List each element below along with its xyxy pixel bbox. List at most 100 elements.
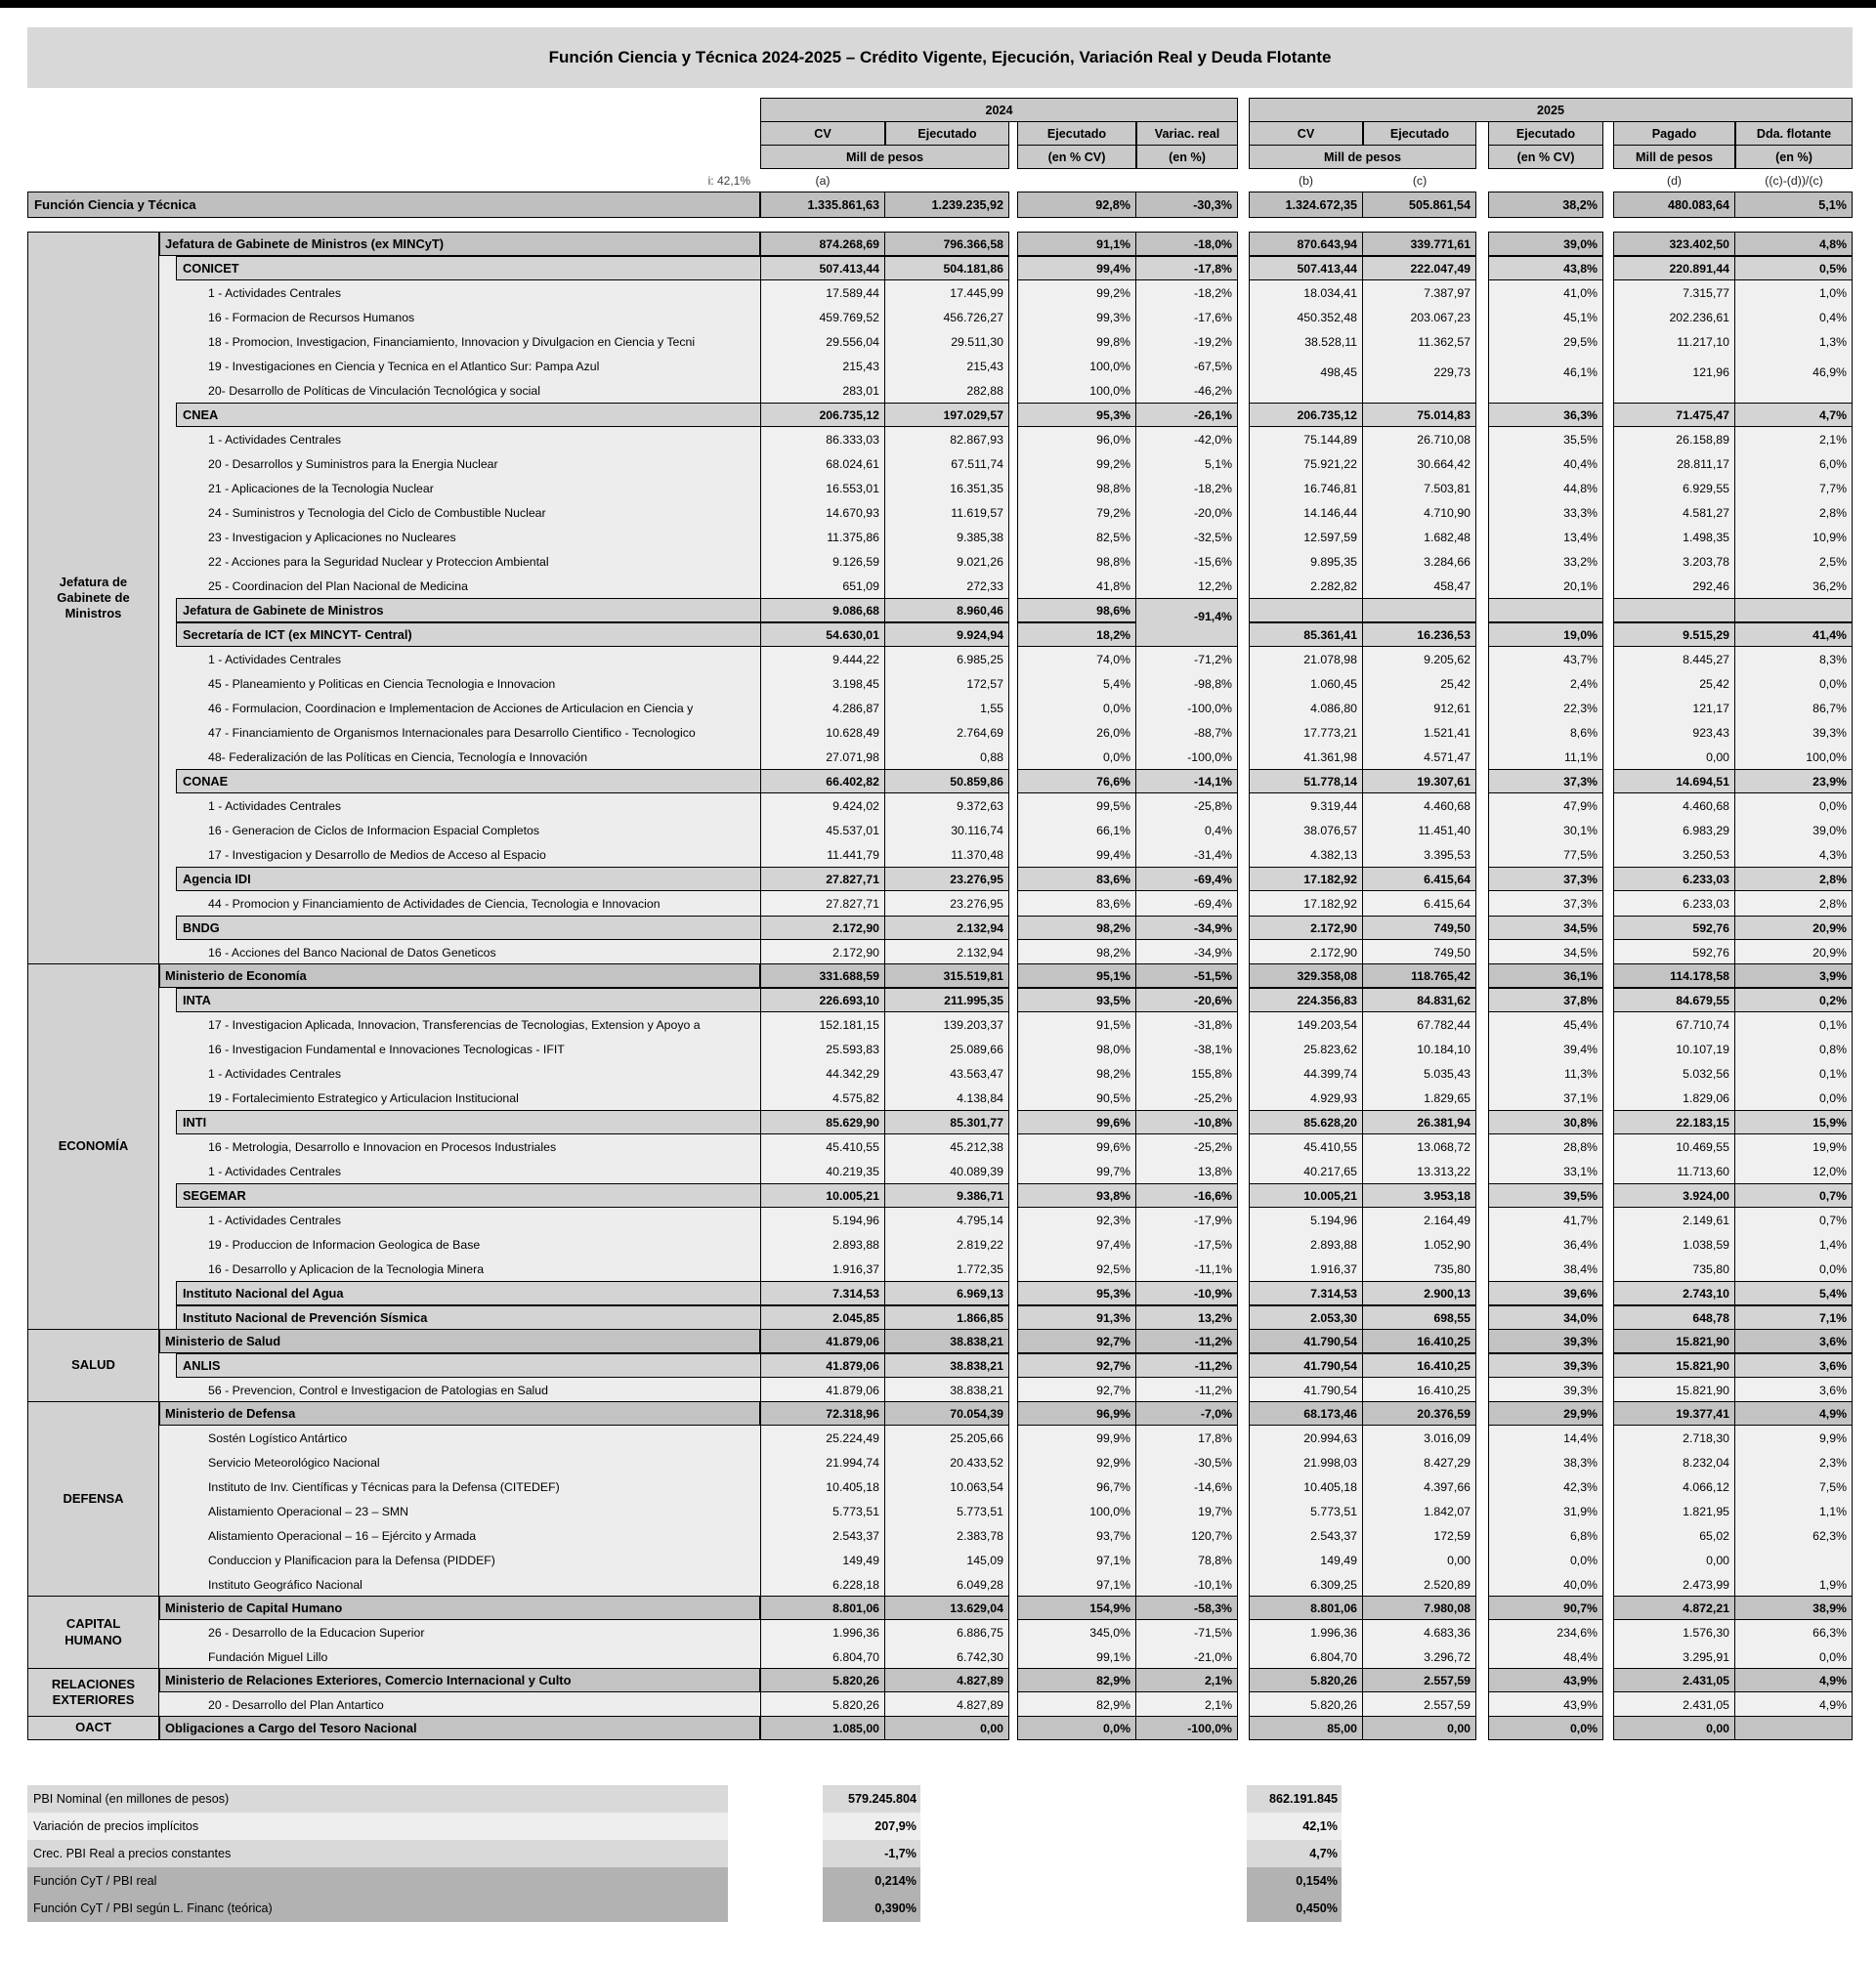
- value-cell: 29,9%: [1488, 1401, 1603, 1426]
- value-cell: 85,00: [1249, 1716, 1363, 1740]
- row-label: Agencia IDI: [159, 867, 760, 891]
- value-cell: 172,57: [885, 671, 1009, 696]
- value-cell: 11.619,57: [885, 500, 1009, 525]
- value-cell: 7,7%: [1735, 476, 1853, 500]
- value-cell: 2.900,13: [1363, 1281, 1476, 1305]
- value-cell: 120,7%: [1136, 1523, 1238, 1548]
- value-cell: [1136, 598, 1238, 622]
- ministry-group: CAPITAL HUMANO Ministerio de Capital Huma…: [27, 1596, 1853, 1669]
- value-cell: 37,1%: [1488, 1086, 1603, 1110]
- column-gap: [1603, 1716, 1613, 1740]
- value-cell: 19,9%: [1735, 1134, 1853, 1159]
- column-gap: [1009, 329, 1017, 354]
- column-gap: [1603, 720, 1613, 745]
- column-gap: [1238, 500, 1249, 525]
- table-row: 45 - Planeamiento y Politicas en Ciencia…: [159, 671, 1853, 696]
- value-cell: 11,3%: [1488, 1061, 1603, 1086]
- value-cell: 92,7%: [1017, 1353, 1136, 1378]
- merged-value: 229,73: [1433, 365, 1471, 379]
- value-cell: 38,9%: [1735, 1596, 1853, 1620]
- value-cell: -17,9%: [1136, 1208, 1238, 1232]
- column-gap: [1238, 1037, 1249, 1061]
- value-cell: 13,4%: [1488, 525, 1603, 549]
- column-gap: [1476, 500, 1488, 525]
- value-cell: -100,0%: [1136, 696, 1238, 720]
- value-cell: 4,9%: [1735, 1401, 1853, 1426]
- row-label: Ministerio de Economía: [159, 963, 760, 988]
- entity-label: CNEA: [176, 403, 760, 427]
- column-gap: [1603, 574, 1613, 598]
- value-cell: 99,4%: [1017, 842, 1136, 867]
- value-cell: 4.929,93: [1249, 1086, 1363, 1110]
- value-cell: 38,2%: [1488, 192, 1603, 218]
- column-gap: [1009, 1620, 1017, 1644]
- footer-row: Función CyT / PBI real 0,214% 0,154%: [27, 1867, 1853, 1895]
- column-gap: [1238, 1668, 1249, 1692]
- footer-row: Función CyT / PBI según L. Financ (teóri…: [27, 1895, 1853, 1922]
- footer-label: Crec. PBI Real a precios constantes: [27, 1840, 728, 1867]
- value-cell: 1.916,37: [760, 1257, 885, 1281]
- column-gap: [1603, 525, 1613, 549]
- value-cell: 206.735,12: [760, 403, 885, 427]
- row-label: 16 - Acciones del Banco Nacional de Dato…: [159, 940, 760, 964]
- column-gap: [1476, 720, 1488, 745]
- row-label: Secretaría de ICT (ex MINCYT- Central): [159, 622, 760, 647]
- column-gap: [1603, 1523, 1613, 1548]
- table-row: CONICET 507.413,44 504.181,86 99,4% -17,8% 50…: [159, 256, 1853, 280]
- column-gap: [1009, 1012, 1017, 1037]
- column-gap: [1238, 720, 1249, 745]
- unit-mill-2025: Mill de pesos: [1249, 145, 1476, 169]
- row-label: Sostén Logístico Antártico: [159, 1426, 760, 1450]
- col-dda-flotante: Dda. flotante: [1735, 121, 1853, 146]
- value-cell: 1,3%: [1735, 329, 1853, 354]
- value-cell: 796.366,58: [885, 232, 1009, 256]
- value-cell: 505.861,54: [1363, 192, 1476, 218]
- column-gap: [1476, 1401, 1488, 1426]
- column-gap: [1603, 745, 1613, 769]
- column-gap: [1009, 671, 1017, 696]
- value-cell: 13.313,22: [1363, 1159, 1476, 1183]
- value-cell: 4,9%: [1735, 1692, 1853, 1717]
- value-cell: 40,4%: [1488, 451, 1603, 476]
- column-gap: [1476, 1523, 1488, 1548]
- value-cell: 10.405,18: [760, 1474, 885, 1499]
- value-cell: 2.383,78: [885, 1523, 1009, 1548]
- row-label: 1 - Actividades Centrales: [159, 1061, 760, 1086]
- column-gap: [1476, 329, 1488, 354]
- value-cell: (b): [1298, 173, 1314, 188]
- table-row: 17 - Investigacion Aplicada, Innovacion,…: [159, 1012, 1853, 1037]
- value-cell: 10.063,54: [885, 1474, 1009, 1499]
- column-gap: [1603, 671, 1613, 696]
- value-cell: 339.771,61: [1363, 232, 1476, 256]
- column-header-row: CV Ejecutado Ejecutado Variac. real CV E…: [27, 121, 1853, 146]
- footer-row: Crec. PBI Real a precios constantes -1,7%…: [27, 1840, 1853, 1867]
- column-gap: [1603, 891, 1613, 916]
- value-cell: 21.994,74: [760, 1450, 885, 1474]
- value-cell: 0,7%: [1735, 1183, 1853, 1208]
- value-cell: 98,2%: [1017, 940, 1136, 964]
- value-cell: 39,3%: [1488, 1378, 1603, 1402]
- column-gap: [1009, 1159, 1017, 1183]
- column-gap: [1476, 1159, 1488, 1183]
- value-cell: 82,9%: [1017, 1692, 1136, 1717]
- row-label: CONICET: [159, 256, 760, 280]
- row-label: 19 - Fortalecimiento Estrategico y Artic…: [159, 1086, 760, 1110]
- value-cell: 2,8%: [1735, 500, 1853, 525]
- value-cell: 0,7%: [1735, 1208, 1853, 1232]
- value-cell: 66.402,82: [760, 769, 885, 793]
- value-cell: 7.387,97: [1363, 280, 1476, 305]
- column-gap: [1238, 1620, 1249, 1644]
- value-cell: 11.451,40: [1363, 818, 1476, 842]
- table-row: 19 - Produccion de Informacion Geologica…: [159, 1232, 1853, 1257]
- column-gap: [1009, 1692, 1017, 1717]
- value-cell: 9.126,59: [760, 549, 885, 574]
- value-cell: -10,1%: [1136, 1572, 1238, 1597]
- value-cell: (d): [1666, 173, 1683, 188]
- value-cell: -67,5%: [1136, 354, 1238, 378]
- value-cell: 459.769,52: [760, 305, 885, 329]
- value-cell: 0,4%: [1136, 818, 1238, 842]
- value-cell: 118.765,42: [1363, 963, 1476, 988]
- value-cell: 9.386,71: [885, 1183, 1009, 1208]
- value-cell: -25,8%: [1136, 793, 1238, 818]
- value-cell: -11,2%: [1136, 1353, 1238, 1378]
